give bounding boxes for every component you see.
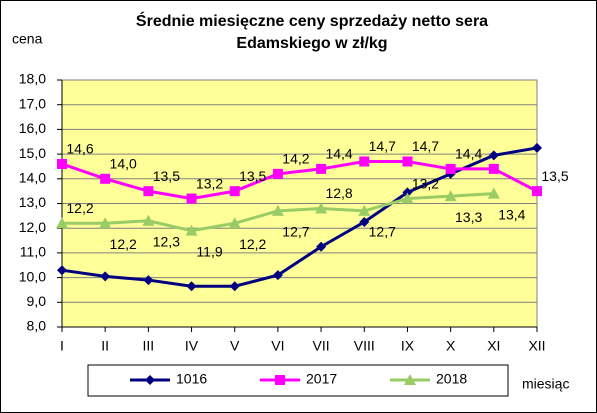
data-point: [316, 241, 327, 252]
x-tick-label: VII: [313, 338, 330, 354]
data-label: 13,5: [541, 168, 568, 184]
data-label: 13,3: [455, 209, 482, 225]
data-label: 12,2: [110, 236, 137, 252]
data-label: 13,5: [239, 168, 266, 184]
data-point: [229, 186, 240, 197]
data-point: [488, 150, 499, 161]
x-tick-label: II: [101, 338, 109, 354]
data-point: [488, 163, 499, 174]
data-point: [229, 281, 240, 292]
y-tick-label: 18,0: [19, 71, 46, 87]
y-tick-label: 14,0: [19, 170, 46, 186]
legend-label: 2017: [306, 371, 337, 387]
series-line: [61, 160, 538, 201]
data-point: [57, 265, 67, 276]
x-tick-label: XI: [487, 338, 500, 354]
data-point: [401, 192, 414, 204]
data-label: 14,4: [455, 146, 482, 162]
data-point: [359, 156, 370, 167]
chart-title: Średnie miesięczne ceny sprzedaży netto …: [136, 11, 488, 30]
data-label: 12,2: [66, 200, 93, 216]
data-label: 14,0: [110, 156, 137, 172]
data-label: 12,7: [369, 224, 396, 240]
x-tick-label: III: [143, 338, 155, 354]
data-point: [186, 193, 197, 204]
data-label: 13,4: [498, 206, 525, 222]
x-tick-label: IV: [185, 338, 199, 354]
data-label: 14,6: [66, 141, 93, 157]
data-point: [315, 202, 328, 214]
legend-marker: [404, 374, 416, 385]
data-point: [142, 214, 155, 226]
data-label: 12,2: [239, 236, 266, 252]
x-tick-label: V: [230, 338, 240, 354]
data-point: [272, 168, 283, 179]
data-label: 14,7: [412, 138, 439, 154]
data-point: [271, 204, 284, 216]
data-point: [402, 156, 413, 167]
data-label: 11,9: [196, 243, 222, 259]
x-tick-label: X: [446, 338, 456, 354]
y-tick-label: 10,0: [19, 268, 46, 284]
data-label: 13,5: [153, 168, 180, 184]
y-tick-label: 17,0: [19, 95, 46, 111]
data-point: [99, 217, 112, 229]
data-label: 12,3: [153, 233, 180, 249]
x-tick-label: VI: [271, 338, 284, 354]
y-tick-label: 12,0: [19, 219, 46, 235]
y-tick-label: 9,0: [27, 293, 47, 309]
data-point: [100, 173, 111, 184]
data-point: [143, 275, 154, 286]
data-point: [316, 163, 327, 174]
data-point: [272, 270, 283, 281]
y-tick-label: 16,0: [19, 120, 46, 136]
chart-title: Edamskiego w zł/kg: [236, 35, 387, 52]
legend-marker: [275, 375, 285, 385]
legend-label: 1016: [176, 371, 207, 387]
y-tick-label: 15,0: [19, 145, 46, 161]
legend-label: 2018: [436, 371, 467, 387]
data-point: [56, 217, 68, 229]
data-label: 14,4: [325, 146, 352, 162]
y-axis-label: cena: [12, 31, 43, 47]
data-label: 13,2: [196, 175, 223, 191]
data-point: [186, 281, 197, 292]
x-axis-label: miesiąc: [522, 376, 569, 392]
x-tick-label: I: [60, 338, 64, 354]
data-point: [143, 186, 154, 197]
y-tick-label: 13,0: [19, 194, 46, 210]
data-point: [532, 142, 542, 153]
data-point: [358, 204, 371, 216]
y-tick-label: 8,0: [27, 318, 47, 334]
data-point: [532, 186, 542, 197]
x-tick-label: IX: [401, 338, 415, 354]
series-line: [61, 146, 538, 288]
data-label: 12,7: [282, 224, 309, 240]
data-label: 13,2: [412, 175, 439, 191]
data-point: [185, 224, 198, 236]
data-point: [487, 187, 500, 199]
data-point: [359, 217, 370, 228]
data-label: 12,8: [325, 185, 352, 201]
x-tick-label: XII: [528, 338, 545, 354]
y-tick-label: 11,0: [20, 244, 46, 260]
data-point: [444, 190, 457, 202]
x-tick-label: VIII: [354, 338, 375, 354]
data-point: [402, 187, 413, 198]
data-point: [445, 163, 456, 174]
legend-marker: [145, 375, 155, 385]
data-label: 14,7: [369, 138, 396, 154]
data-label: 14,2: [282, 151, 309, 167]
data-point: [100, 271, 111, 282]
data-point: [228, 217, 241, 229]
data-point: [57, 158, 67, 169]
